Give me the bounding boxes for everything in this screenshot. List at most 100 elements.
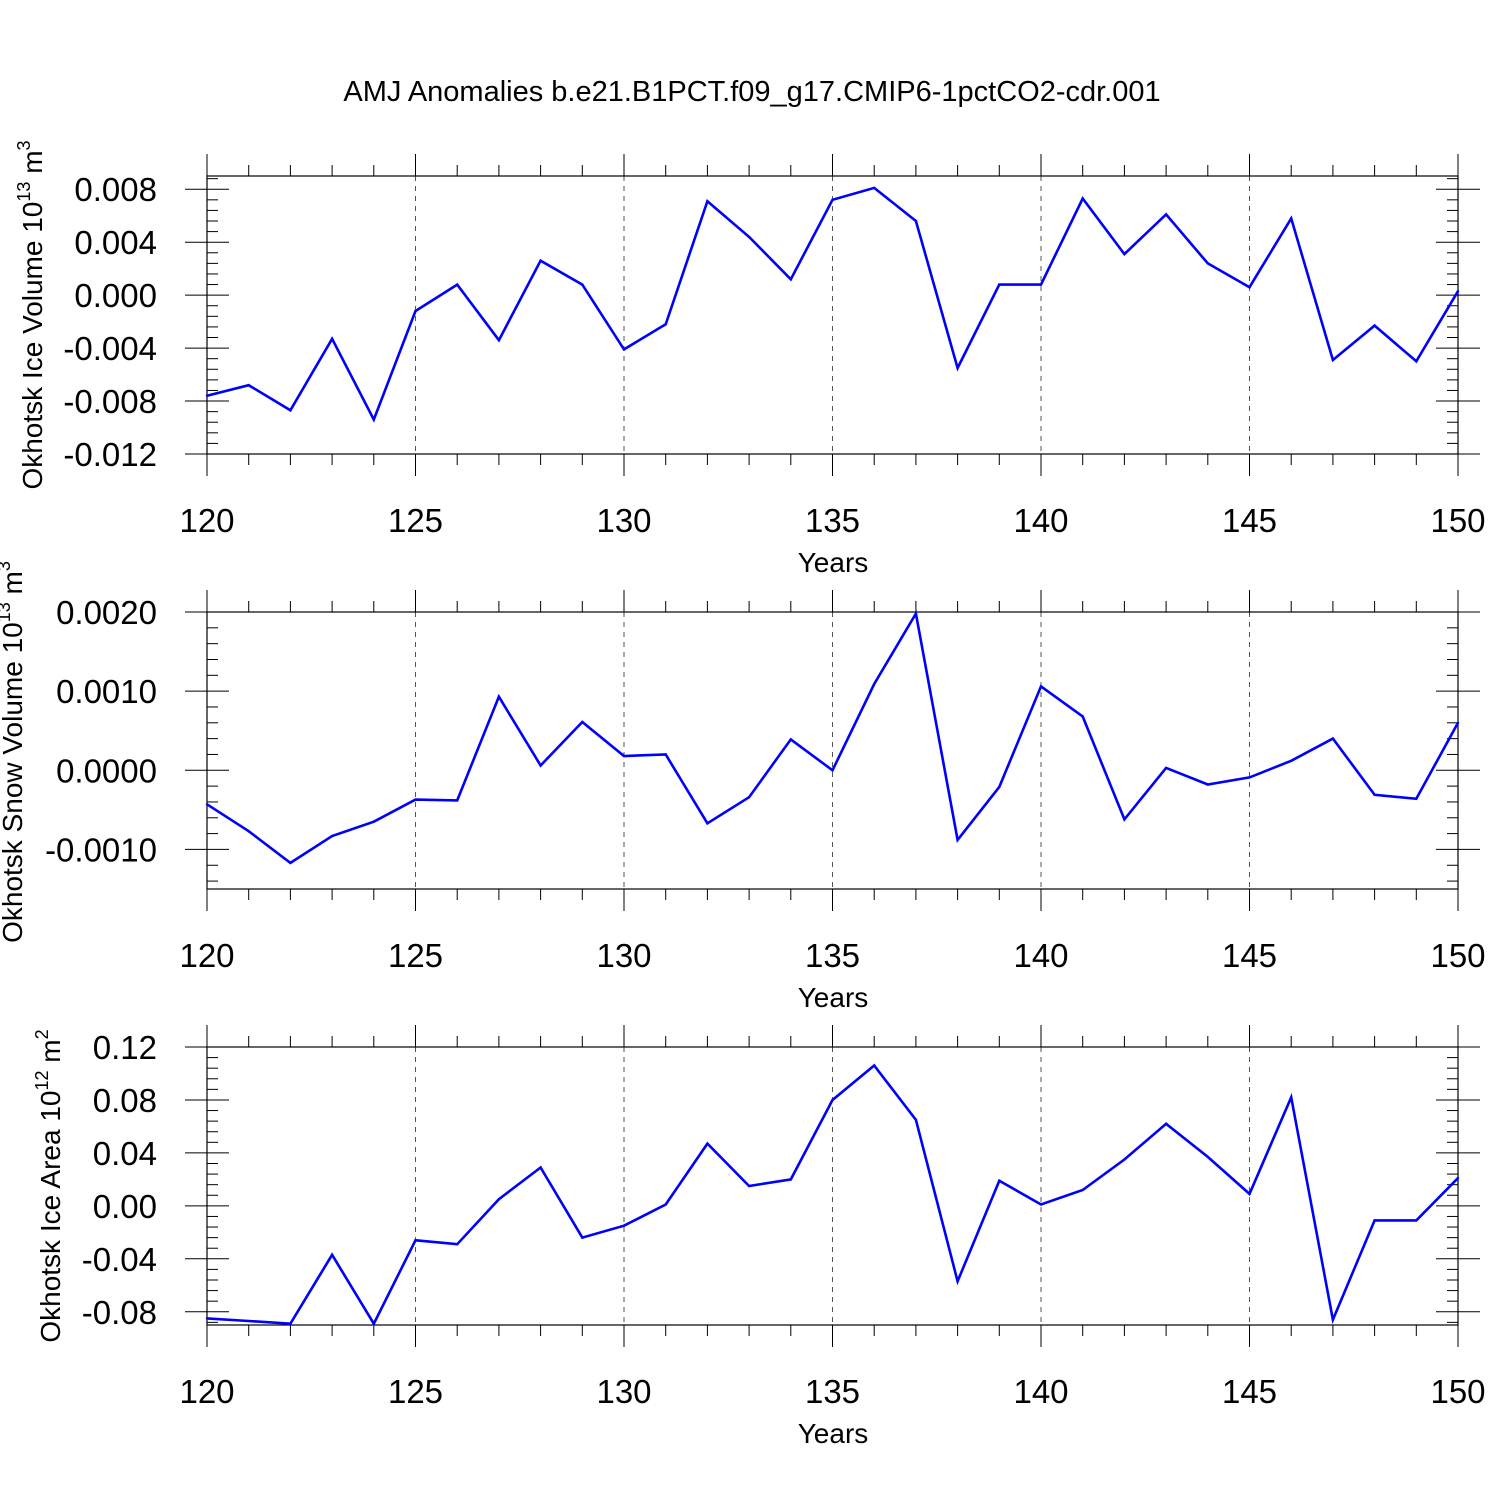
- data-point: [372, 820, 375, 823]
- data-point: [789, 738, 792, 741]
- data-point: [539, 764, 542, 767]
- x-tick-label: 150: [1430, 937, 1485, 974]
- x-tick-label: 145: [1222, 502, 1277, 539]
- data-point: [539, 1166, 542, 1169]
- y-tick-label: 0.00: [93, 1188, 157, 1225]
- data-point: [914, 219, 918, 223]
- ylabel-text: Okhotsk Ice Area 10: [35, 1091, 66, 1343]
- figure-title: AMJ Anomalies b.e21.B1PCT.f09_g17.CMIP6-…: [343, 76, 1160, 108]
- data-point: [1039, 283, 1043, 286]
- x-tick-label: 130: [596, 1373, 651, 1410]
- ylabel-unit-exponent: 2: [32, 1029, 52, 1039]
- data-point: [1164, 766, 1168, 770]
- data-point: [706, 199, 709, 203]
- ylabel-unit: m: [35, 1039, 66, 1070]
- data-point: [1248, 1192, 1251, 1196]
- data-point: [456, 1243, 459, 1246]
- data-point: [664, 1203, 667, 1206]
- data-point: [873, 186, 876, 190]
- data-point: [1373, 324, 1376, 327]
- data-point: [956, 838, 959, 842]
- data-point: [747, 795, 751, 799]
- x-tick-label: 120: [179, 937, 234, 974]
- data-point: [1123, 818, 1126, 821]
- data-point: [1248, 286, 1251, 289]
- y-tick-label: 0.12: [93, 1029, 157, 1066]
- data-point: [1206, 262, 1210, 265]
- ylabel-text: Okhotsk Ice Volume 10: [17, 202, 48, 490]
- ylabel-snow-volume: Okhotsk Snow Volume 1013 m3: [0, 561, 28, 943]
- y-tick-label: 0.000: [74, 277, 157, 314]
- y-tick-label: -0.008: [63, 383, 157, 420]
- data-point: [956, 366, 959, 370]
- data-point: [1415, 1219, 1418, 1222]
- data-point: [581, 720, 584, 724]
- y-tick-label: 0.0000: [56, 752, 157, 789]
- x-tick-label: 135: [805, 1373, 860, 1410]
- data-point: [1456, 289, 1460, 293]
- x-tick-label: 125: [388, 937, 443, 974]
- plot-area: 120 125 130 135 140 145 150 -0.08 -0.04 0.00 0.04 0…: [82, 1025, 1486, 1410]
- data-point: [1123, 252, 1126, 256]
- data-point: [622, 1224, 626, 1227]
- plot-area: 120 125 130 135 140 145 150 -0.012 -0.008 -0.004 0…: [63, 154, 1486, 539]
- panel-ice-volume: 120 125 130 135 140 145 150 -0.012 -0.008 -0.004 0…: [14, 140, 1486, 578]
- data-point: [747, 1184, 751, 1188]
- y-tick-label: 0.0020: [56, 594, 157, 631]
- data-point: [1164, 213, 1168, 216]
- plot-area: 120 125 130 135 140 145 150 -0.0010 0.0000 0.0010…: [45, 590, 1486, 974]
- ylabel-unit-exponent: 3: [0, 561, 14, 571]
- data-point: [914, 1118, 918, 1122]
- data-point: [998, 283, 1001, 286]
- data-point: [497, 338, 501, 342]
- x-tick-label: 140: [1013, 502, 1068, 539]
- data-point: [1123, 1158, 1126, 1161]
- data-point: [998, 1179, 1001, 1182]
- ylabel-unit: m: [17, 150, 48, 181]
- data-point: [1081, 715, 1084, 718]
- data-point: [205, 394, 209, 397]
- y-tick-label: 0.008: [74, 171, 157, 208]
- xlabel-ice-volume: Years: [798, 547, 869, 578]
- y-tick-label: 0.04: [93, 1135, 157, 1172]
- data-point: [998, 785, 1001, 789]
- ylabel-ice-area: Okhotsk Ice Area 1012 m2: [32, 1029, 66, 1342]
- data-point: [414, 798, 417, 801]
- data-point: [330, 834, 334, 838]
- ylabel-text: Okhotsk Snow Volume 10: [0, 622, 28, 943]
- x-tick-label: 120: [179, 1373, 234, 1410]
- y-tick-label: -0.004: [63, 330, 157, 367]
- data-point: [1206, 783, 1210, 786]
- data-point: [247, 383, 250, 387]
- data-point: [1331, 737, 1335, 740]
- data-point: [289, 861, 292, 865]
- data-point: [1373, 1219, 1376, 1222]
- panel-snow-volume: 120 125 130 135 140 145 150 -0.0010 0.0000 0.0010…: [0, 561, 1486, 1013]
- data-point: [414, 1239, 417, 1242]
- data-point: [247, 830, 250, 833]
- ylabel-exponent: 12: [32, 1070, 52, 1090]
- ylabel-exponent: 13: [0, 602, 14, 622]
- data-point: [289, 409, 292, 412]
- data-point: [372, 418, 375, 421]
- data-point: [247, 1319, 250, 1323]
- x-tick-label: 135: [805, 502, 860, 539]
- x-tick-label: 140: [1013, 1373, 1068, 1410]
- data-point: [330, 1253, 334, 1257]
- data-point: [622, 348, 626, 351]
- data-point: [456, 799, 459, 802]
- data-point: [831, 1098, 834, 1102]
- x-tick-label: 120: [179, 502, 234, 539]
- y-tick-label: -0.0010: [45, 831, 157, 868]
- x-tick-label: 150: [1430, 1373, 1485, 1410]
- data-point: [497, 695, 501, 698]
- data-point: [1081, 1188, 1084, 1192]
- data-point: [831, 198, 834, 202]
- y-tick-label: 0.004: [74, 224, 157, 261]
- data-point: [289, 1322, 292, 1325]
- data-point: [1290, 759, 1293, 762]
- data-point: [914, 612, 918, 615]
- data-point: [1039, 1203, 1043, 1206]
